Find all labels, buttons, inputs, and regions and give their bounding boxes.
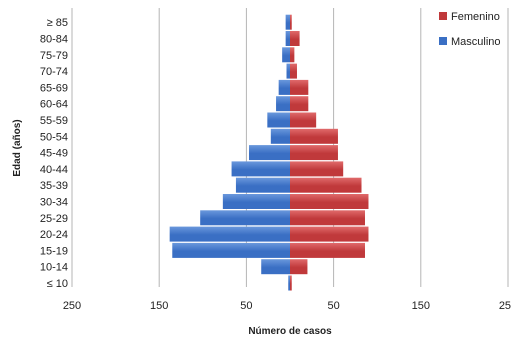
x-tick-label: 250 <box>499 300 511 312</box>
bar-femenino <box>290 275 292 291</box>
y-tick-label: 40-44 <box>40 164 68 176</box>
grid-lines <box>71 8 509 287</box>
bar-masculino <box>285 14 290 30</box>
x-tick-label: 50 <box>327 300 339 312</box>
legend-label-masculino: Masculino <box>451 36 501 48</box>
y-tick-label: 60-64 <box>40 99 68 111</box>
y-tick-label: 10-14 <box>40 262 68 274</box>
bar-femenino <box>290 242 365 258</box>
x-tick-label: 250 <box>63 300 81 312</box>
y-axis-title: Edad (años) <box>12 119 23 176</box>
bar-masculino <box>285 31 290 46</box>
bar-femenino <box>290 128 338 144</box>
y-tick-label: 80-84 <box>40 34 68 46</box>
y-tick-label: 50-54 <box>40 131 68 143</box>
y-tick-label: 15-19 <box>40 245 68 257</box>
bar-femenino <box>290 112 317 128</box>
bar-masculino <box>288 275 290 291</box>
legend-swatch-masculino <box>439 37 447 45</box>
y-tick-label: 45-49 <box>40 148 68 160</box>
legend: Femenino Masculino <box>439 11 501 48</box>
bar-masculino <box>276 96 290 112</box>
y-tick-label: 25-29 <box>40 213 68 225</box>
bar-femenino <box>290 31 300 46</box>
y-tick-label: 20-24 <box>40 229 68 241</box>
legend-swatch-femenino <box>439 12 447 20</box>
bar-femenino <box>290 194 369 209</box>
bar-femenino <box>290 259 308 275</box>
y-tick-label: 75-79 <box>40 50 68 62</box>
bar-femenino <box>290 47 295 63</box>
bar-masculino <box>286 63 290 79</box>
bar-femenino <box>290 63 297 79</box>
bar-femenino <box>290 145 338 161</box>
y-tick-label: 65-69 <box>40 82 68 94</box>
bar-masculino <box>235 177 290 193</box>
bar-masculino <box>267 112 290 128</box>
bar-femenino <box>290 177 362 193</box>
y-tick-label: 70-74 <box>40 66 68 78</box>
bar-masculino <box>270 128 290 144</box>
bar-femenino <box>290 161 344 177</box>
bar-femenino <box>290 210 365 226</box>
y-tick-label: 35-39 <box>40 180 68 192</box>
bar-masculino <box>278 79 290 95</box>
x-axis-title: Número de casos <box>248 326 332 337</box>
y-tick-label: 30-34 <box>40 197 68 209</box>
bar-masculino <box>172 242 290 258</box>
legend-label-femenino: Femenino <box>451 11 500 23</box>
x-tick-label: 150 <box>412 300 430 312</box>
y-tick-label: 55-59 <box>40 115 68 127</box>
bar-masculino <box>282 47 290 63</box>
x-tick-label: 50 <box>240 300 252 312</box>
bar-femenino <box>290 96 309 112</box>
y-tick-label: ≥ 85 <box>47 17 68 29</box>
x-tick-label: 150 <box>150 300 168 312</box>
bar-masculino <box>169 226 290 242</box>
bar-masculino <box>261 259 290 275</box>
bar-masculino <box>249 145 290 161</box>
bar-femenino <box>290 79 309 95</box>
bars <box>169 14 369 291</box>
tick-labels: ≤ 10 10-14 15-19 20-24 25-29 30-34 35-39 40-44 4… <box>40 17 511 312</box>
bar-masculino <box>222 194 290 209</box>
bar-femenino <box>290 226 369 242</box>
bar-masculino <box>231 161 290 177</box>
y-tick-label: ≤ 10 <box>47 278 68 290</box>
bar-femenino <box>290 14 292 30</box>
bar-masculino <box>200 210 290 226</box>
